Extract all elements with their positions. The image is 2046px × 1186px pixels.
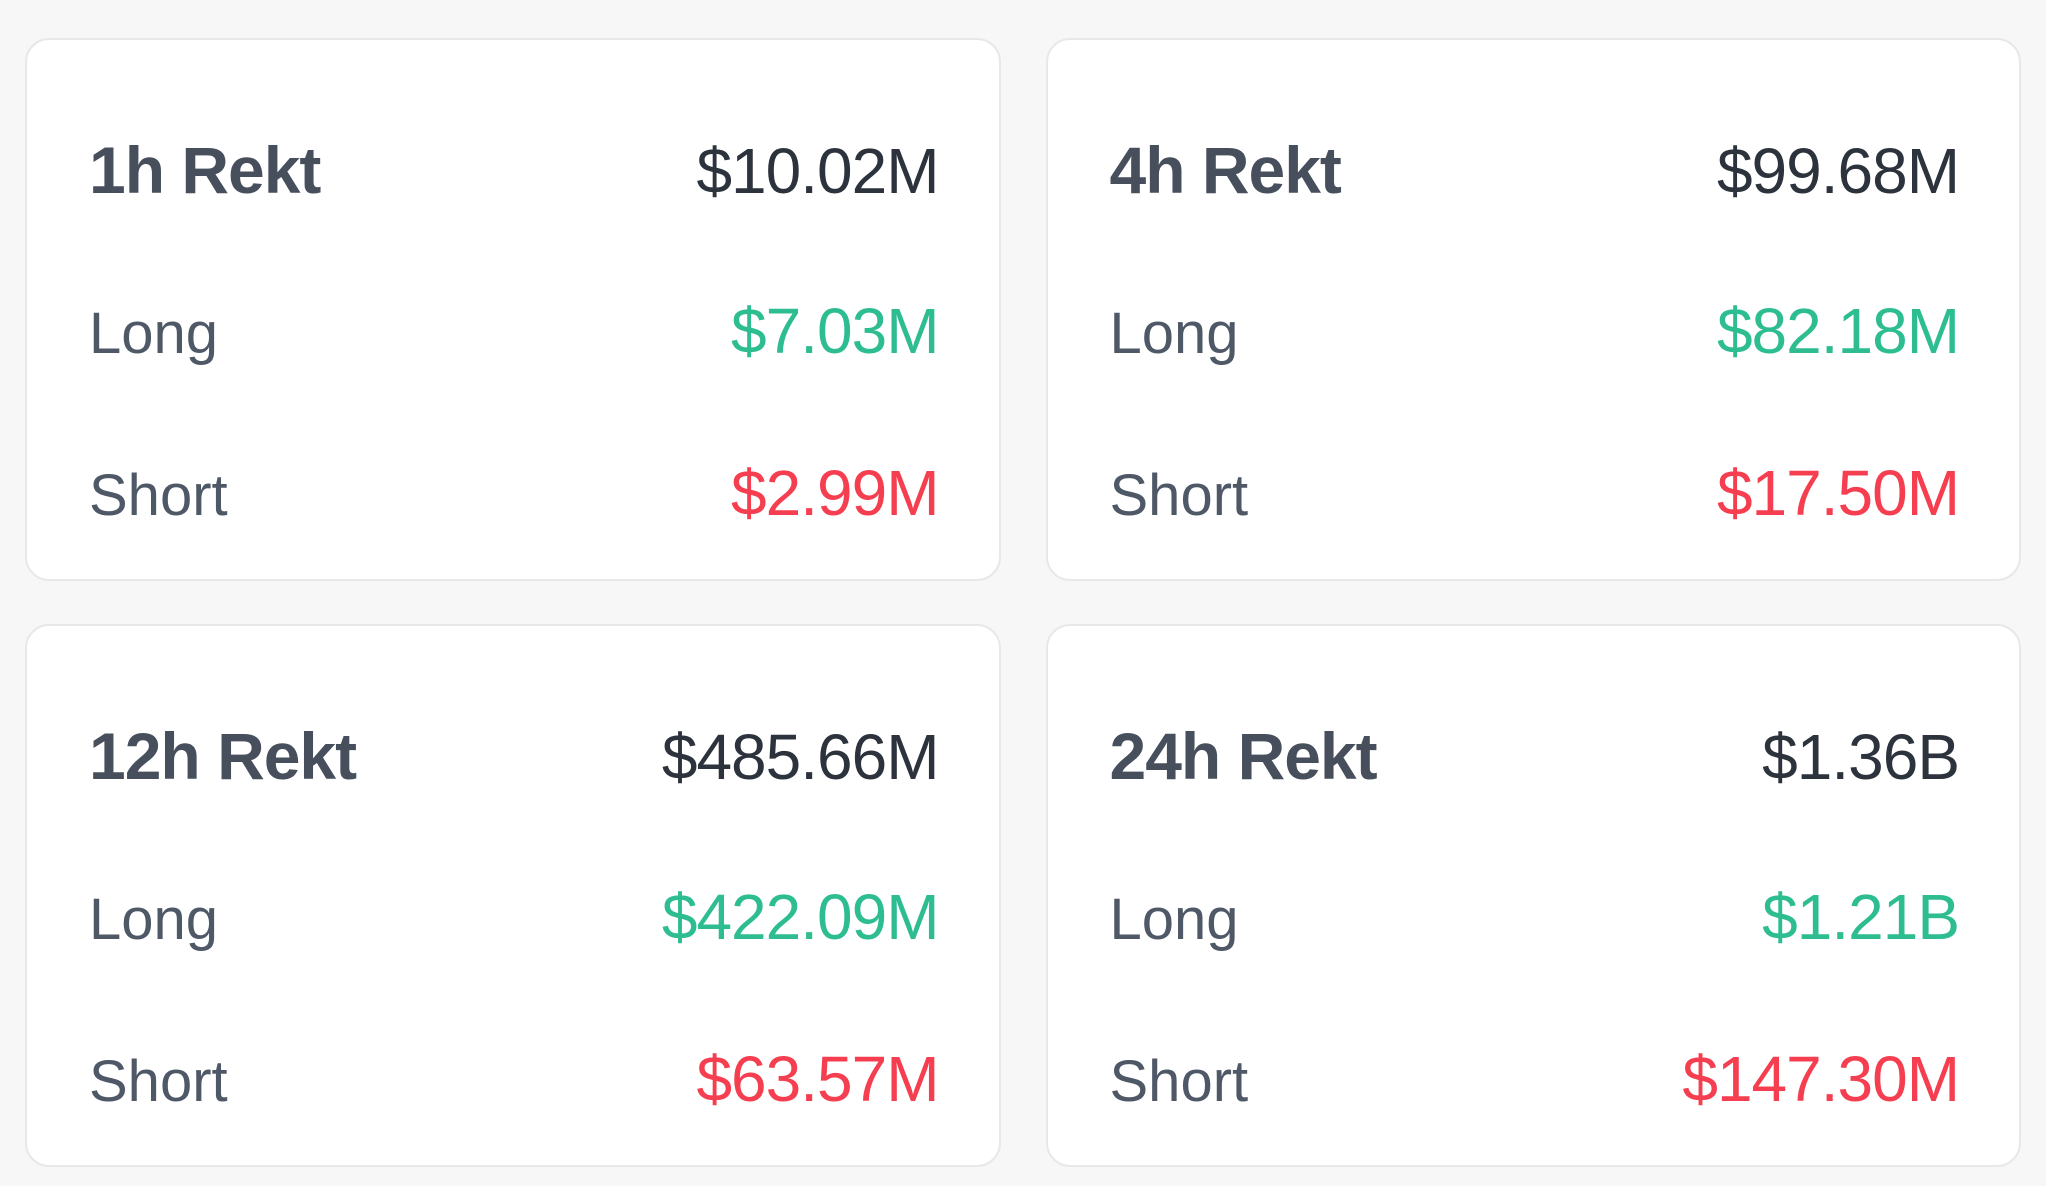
long-value: $7.03M: [731, 295, 939, 367]
short-label: Short: [89, 1049, 228, 1114]
short-label: Short: [1109, 463, 1249, 528]
long-value: $82.18M: [1716, 295, 1960, 367]
card-title: 24h Rekt: [1109, 719, 1378, 793]
long-label: Long: [1109, 887, 1239, 952]
card-title: 1h Rekt: [89, 133, 321, 207]
short-label: Short: [1109, 1049, 1249, 1114]
card-total-value: $10.02M: [696, 135, 939, 207]
short-value: $147.30M: [1682, 1043, 1960, 1115]
card-total-value: $99.68M: [1716, 135, 1960, 207]
long-row: Long $82.18M: [1109, 294, 1961, 367]
card-title: 12h Rekt: [89, 719, 357, 793]
card-header-row: 24h Rekt $1.36B: [1110, 718, 1960, 793]
card-header-row: 1h Rekt $10.02M: [89, 132, 940, 207]
short-value: $17.50M: [1716, 457, 1960, 529]
card-header-row: 4h Rekt $99.68M: [1110, 132, 1961, 207]
long-row: Long $422.09M: [89, 880, 940, 953]
short-row: Short $17.50M: [1109, 456, 1961, 529]
rekt-card-24h: 24h Rekt $1.36B Long $1.21B Short $147.3…: [1045, 624, 2021, 1167]
card-header-row: 12h Rekt $485.66M: [89, 718, 939, 793]
rekt-card-1h: 1h Rekt $10.02M Long $7.03M Short $2.99M: [25, 38, 1001, 581]
rekt-card-12h: 12h Rekt $485.66M Long $422.09M Short $6…: [25, 624, 1001, 1167]
long-row: Long $1.21B: [1109, 880, 1960, 953]
long-label: Long: [89, 887, 219, 952]
short-value: $63.57M: [696, 1043, 939, 1115]
long-row: Long $7.03M: [89, 294, 940, 367]
short-row: Short $147.30M: [1109, 1042, 1960, 1115]
long-value: $422.09M: [661, 881, 940, 953]
card-title: 4h Rekt: [1109, 133, 1342, 207]
long-label: Long: [89, 301, 219, 366]
short-label: Short: [89, 463, 228, 528]
rekt-card-4h: 4h Rekt $99.68M Long $82.18M Short $17.5…: [1045, 38, 2021, 581]
short-row: Short $63.57M: [89, 1042, 940, 1115]
long-value: $1.21B: [1762, 881, 1960, 953]
card-total-value: $485.66M: [661, 721, 940, 793]
short-row: Short $2.99M: [89, 456, 940, 529]
long-label: Long: [1109, 301, 1239, 366]
card-total-value: $1.36B: [1762, 721, 1960, 793]
short-value: $2.99M: [731, 457, 939, 529]
